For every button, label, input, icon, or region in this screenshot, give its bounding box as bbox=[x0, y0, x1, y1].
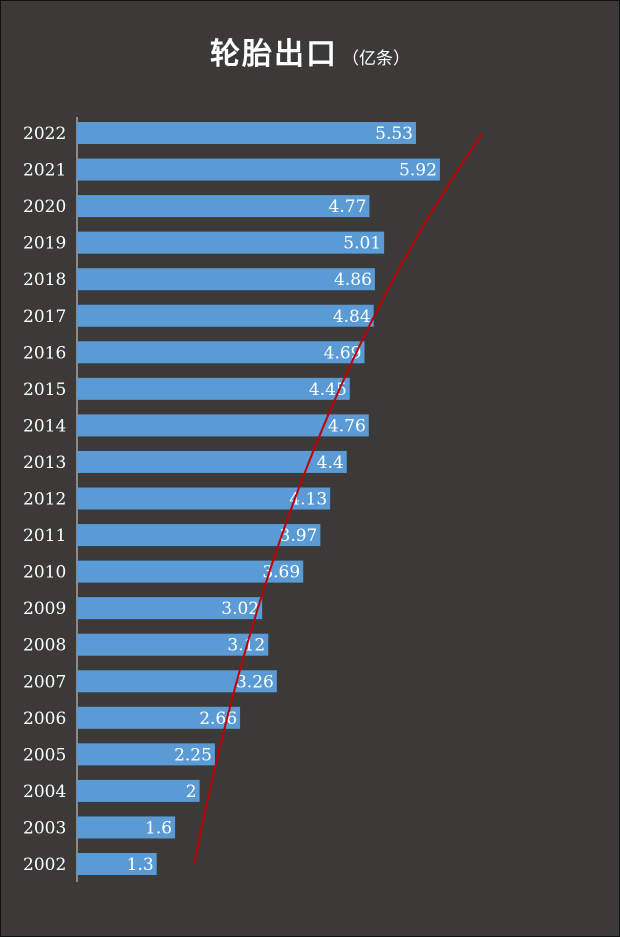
bar-2017 bbox=[77, 304, 374, 327]
bar-2021 bbox=[77, 158, 440, 181]
value-label-2003: 1.6 bbox=[145, 818, 172, 838]
bar-2012 bbox=[77, 487, 331, 510]
value-label-2014: 4.76 bbox=[328, 416, 366, 436]
bar-2019 bbox=[77, 231, 385, 254]
value-label-2007: 3.26 bbox=[236, 672, 274, 692]
bar-2008 bbox=[77, 633, 269, 656]
bar-2010 bbox=[77, 560, 304, 583]
bar-2020 bbox=[77, 195, 370, 218]
category-label-2022: 2022 bbox=[23, 124, 66, 144]
value-label-2009: 3.02 bbox=[221, 599, 259, 619]
value-label-2004: 2 bbox=[186, 782, 197, 802]
bar-2004 bbox=[77, 779, 200, 802]
bar-2013 bbox=[77, 450, 347, 473]
bar-2006 bbox=[77, 706, 241, 729]
value-label-2002: 1.3 bbox=[127, 855, 154, 875]
category-label-2009: 2009 bbox=[23, 599, 66, 619]
category-label-2010: 2010 bbox=[23, 563, 66, 583]
value-label-2013: 4.4 bbox=[317, 453, 344, 473]
value-label-2015: 4.45 bbox=[309, 380, 347, 400]
category-label-2016: 2016 bbox=[23, 343, 66, 363]
category-label-2005: 2005 bbox=[23, 745, 66, 765]
bar-2014 bbox=[77, 414, 369, 437]
category-label-2007: 2007 bbox=[23, 672, 66, 692]
category-label-2013: 2013 bbox=[23, 453, 66, 473]
chart-unit: （亿条） bbox=[342, 49, 410, 69]
value-label-2016: 4.69 bbox=[324, 343, 362, 363]
value-label-2022: 5.53 bbox=[375, 124, 413, 144]
chart-title-text: 轮胎出口 bbox=[210, 37, 338, 72]
value-label-2006: 2.66 bbox=[199, 709, 237, 729]
value-label-2017: 4.84 bbox=[333, 307, 371, 327]
category-label-2012: 2012 bbox=[23, 490, 66, 510]
bar-2022 bbox=[77, 122, 416, 144]
category-label-2003: 2003 bbox=[23, 818, 66, 838]
bar-2016 bbox=[77, 341, 365, 364]
exponential-trendline bbox=[193, 132, 484, 865]
category-label-2021: 2021 bbox=[23, 161, 66, 181]
category-label-2008: 2008 bbox=[23, 636, 66, 656]
category-label-2018: 2018 bbox=[23, 270, 66, 290]
value-label-2012: 4.13 bbox=[289, 490, 327, 510]
value-label-2018: 4.86 bbox=[334, 270, 372, 290]
bar-2007 bbox=[77, 670, 277, 693]
bar-2011 bbox=[77, 524, 321, 547]
bar-2009 bbox=[77, 597, 263, 620]
category-label-2014: 2014 bbox=[23, 416, 66, 436]
bar-2003 bbox=[77, 816, 176, 839]
bar-2005 bbox=[77, 743, 215, 766]
bar-2002 bbox=[77, 853, 157, 875]
category-label-2011: 2011 bbox=[23, 526, 66, 546]
category-label-2019: 2019 bbox=[23, 234, 66, 254]
category-label-2017: 2017 bbox=[23, 307, 66, 327]
bar-2018 bbox=[77, 268, 375, 291]
value-label-2021: 5.92 bbox=[399, 161, 437, 181]
chart-title: 轮胎出口 （亿条） bbox=[1, 29, 619, 73]
category-label-2004: 2004 bbox=[23, 782, 66, 802]
value-label-2020: 4.77 bbox=[329, 197, 367, 217]
category-label-2015: 2015 bbox=[23, 380, 66, 400]
value-label-2011: 3.97 bbox=[280, 526, 318, 546]
bar-2015 bbox=[77, 377, 350, 400]
value-label-2005: 2.25 bbox=[174, 745, 212, 765]
category-label-2002: 2002 bbox=[23, 855, 66, 875]
category-label-2020: 2020 bbox=[23, 197, 66, 217]
value-label-2019: 5.01 bbox=[343, 234, 381, 254]
category-label-2006: 2006 bbox=[23, 709, 66, 729]
